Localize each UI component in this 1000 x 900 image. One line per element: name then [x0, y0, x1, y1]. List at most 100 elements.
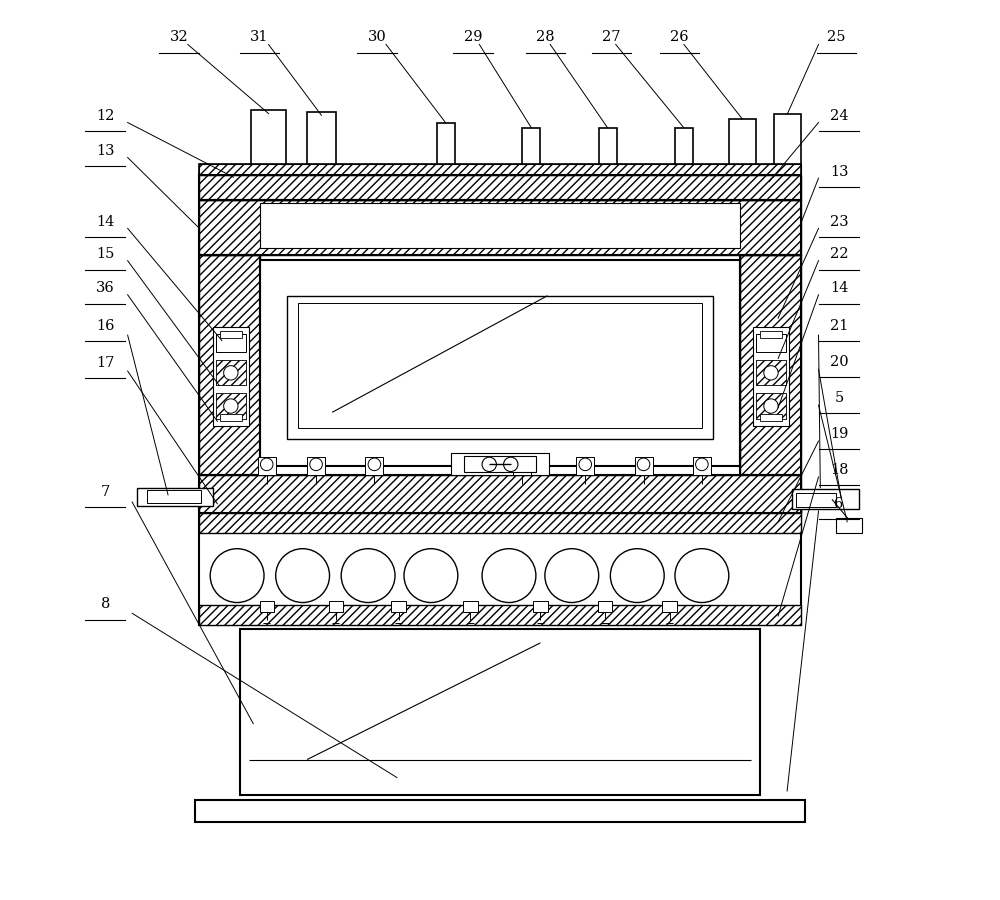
Bar — [287, 296, 713, 439]
Text: 30: 30 — [368, 31, 386, 44]
Text: 22: 22 — [830, 248, 848, 261]
Bar — [451, 453, 549, 475]
Bar — [836, 518, 862, 533]
Text: 19: 19 — [830, 427, 848, 441]
Circle shape — [504, 457, 518, 472]
Circle shape — [210, 549, 264, 602]
Text: 16: 16 — [96, 320, 114, 333]
Bar — [756, 393, 786, 419]
Bar — [199, 200, 801, 256]
Circle shape — [696, 458, 708, 471]
Circle shape — [579, 458, 592, 471]
Circle shape — [637, 458, 650, 471]
Bar — [522, 128, 540, 164]
Bar — [740, 256, 801, 475]
Circle shape — [516, 458, 529, 471]
Bar — [220, 414, 242, 421]
Bar — [365, 457, 383, 475]
Text: 12: 12 — [96, 109, 114, 123]
Circle shape — [545, 549, 599, 602]
Bar — [576, 457, 594, 475]
Bar — [662, 600, 677, 611]
Bar — [756, 393, 786, 419]
Bar — [199, 508, 801, 625]
Text: 5: 5 — [835, 391, 844, 405]
Text: 32: 32 — [169, 31, 188, 44]
Bar — [753, 327, 789, 426]
Text: 31: 31 — [250, 31, 269, 44]
Bar — [760, 330, 782, 338]
Text: 18: 18 — [830, 463, 848, 477]
Text: 17: 17 — [96, 356, 114, 370]
Text: 36: 36 — [96, 282, 115, 295]
Bar — [756, 360, 786, 385]
Bar — [199, 475, 801, 513]
Bar — [216, 393, 246, 419]
Bar — [298, 303, 702, 428]
Bar — [199, 164, 801, 175]
Bar — [740, 256, 801, 475]
Bar — [260, 203, 740, 248]
Circle shape — [260, 458, 273, 471]
Bar — [220, 330, 242, 338]
Bar — [199, 605, 801, 625]
Bar — [199, 256, 260, 475]
Text: 8: 8 — [101, 598, 110, 611]
Bar — [774, 114, 801, 164]
Circle shape — [610, 549, 664, 602]
Bar — [437, 123, 455, 164]
Bar — [598, 600, 612, 611]
Bar — [533, 600, 548, 611]
Circle shape — [675, 549, 729, 602]
Bar — [693, 457, 711, 475]
Circle shape — [482, 457, 496, 472]
Circle shape — [310, 458, 322, 471]
Circle shape — [764, 399, 778, 413]
Circle shape — [404, 549, 458, 602]
Circle shape — [224, 365, 238, 380]
Bar — [329, 600, 343, 611]
Bar — [463, 600, 478, 611]
Bar — [260, 600, 274, 611]
Bar — [147, 491, 201, 503]
Text: 7: 7 — [101, 485, 110, 500]
Bar — [513, 457, 531, 475]
Text: 29: 29 — [464, 31, 482, 44]
Text: 13: 13 — [830, 165, 848, 179]
Text: 26: 26 — [670, 31, 689, 44]
Circle shape — [224, 399, 238, 413]
Circle shape — [276, 549, 330, 602]
Bar — [199, 175, 801, 200]
Bar — [213, 327, 249, 426]
Text: 21: 21 — [830, 320, 848, 333]
Text: 23: 23 — [830, 215, 848, 230]
Bar — [464, 456, 536, 472]
Bar — [756, 360, 786, 385]
Bar — [599, 128, 617, 164]
Bar — [307, 457, 325, 475]
Bar — [251, 110, 286, 164]
Bar — [307, 112, 336, 164]
Text: 15: 15 — [96, 248, 114, 261]
Bar — [199, 508, 801, 534]
Bar — [635, 457, 653, 475]
Text: 28: 28 — [536, 31, 555, 44]
Text: 20: 20 — [830, 356, 848, 369]
Text: 14: 14 — [830, 282, 848, 295]
Bar — [760, 414, 782, 421]
Bar — [260, 260, 740, 466]
Text: 25: 25 — [827, 31, 846, 44]
Text: 6: 6 — [834, 497, 844, 511]
Bar — [137, 488, 213, 506]
Bar — [216, 360, 246, 385]
Bar — [216, 334, 246, 352]
Bar — [675, 128, 693, 164]
Bar — [796, 493, 836, 507]
Bar — [391, 600, 406, 611]
Text: 24: 24 — [830, 109, 848, 123]
Circle shape — [341, 549, 395, 602]
Bar — [792, 490, 859, 509]
Circle shape — [764, 365, 778, 380]
Bar — [729, 119, 756, 164]
Bar — [756, 334, 786, 352]
